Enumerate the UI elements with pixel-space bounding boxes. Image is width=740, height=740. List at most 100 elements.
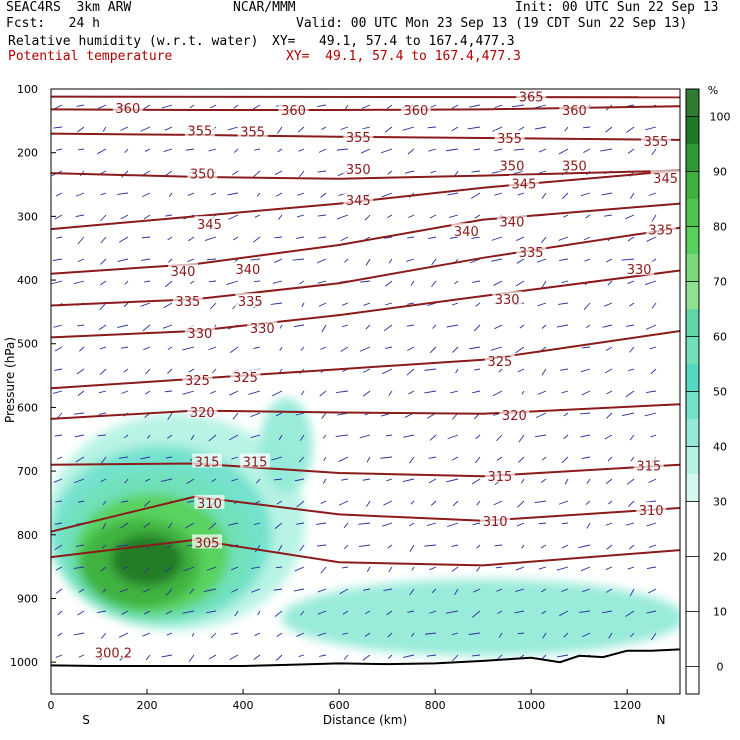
wind-arrow: [651, 302, 657, 309]
wind-arrow: [164, 280, 173, 288]
wind-arrow: [120, 214, 129, 220]
wind-arrow: [649, 346, 657, 350]
wind-arrow: [386, 610, 393, 616]
wind-arrow: [120, 346, 129, 349]
wind-arrow: [277, 148, 283, 153]
wind-arrow: [651, 148, 657, 156]
colorbar-swatch: [686, 89, 699, 117]
wind-arrow: [381, 192, 393, 198]
wind-arrow: [513, 170, 525, 175]
wind-arrow: [582, 588, 591, 593]
terrain: [51, 648, 680, 694]
wind-arrow: [296, 632, 305, 637]
wind-arrow: [447, 434, 459, 440]
theta-label-bg: [194, 494, 225, 509]
colorbar-swatch: [686, 309, 699, 337]
wind-arrow: [385, 280, 393, 287]
wind-arrow: [55, 654, 63, 658]
wind-arrow: [77, 500, 85, 503]
wind-arrow: [56, 412, 63, 419]
wind-arrow: [228, 522, 239, 526]
wind-arrow: [361, 126, 371, 130]
wind-arrow: [364, 632, 371, 637]
wind-arrow: [52, 258, 63, 261]
wind-arrow: [144, 280, 151, 283]
wind-arrow: [230, 346, 239, 353]
x-tick-label: 200: [137, 699, 158, 712]
wind-arrow: [364, 610, 371, 615]
y-tick-label: 900: [17, 592, 38, 605]
wind-arrow: [182, 610, 195, 614]
wind-arrow: [144, 566, 151, 574]
wind-arrow: [73, 412, 85, 415]
wind-arrow: [335, 434, 349, 437]
wind-arrow: [424, 390, 437, 394]
wind-arrow: [276, 632, 283, 637]
wind-arrow: [411, 566, 415, 571]
theta-label-bg: [247, 319, 278, 334]
rh-field: [51, 397, 680, 656]
wind-arrow: [168, 192, 173, 197]
wind-arrow: [556, 654, 569, 658]
wind-arrow: [278, 214, 283, 220]
theta-contour-label: 355: [497, 132, 522, 147]
field2-xy: XY= 49.1, 57.4 to 167.4,477.3: [286, 49, 521, 64]
wind-arrow: [164, 126, 173, 131]
theta-label-bg: [496, 157, 527, 172]
wind-arrow: [98, 412, 107, 415]
wind-arrow: [56, 456, 63, 460]
wind-arrow: [516, 258, 525, 264]
wind-arrow: [229, 390, 239, 396]
theta-label-bg: [451, 223, 482, 238]
theta-contour-label: 335: [238, 295, 263, 310]
north-label: N: [657, 713, 666, 727]
wind-arrow: [229, 654, 239, 660]
wind-arrow: [387, 654, 393, 659]
theta-label-bg: [650, 170, 681, 185]
theta-contour: [51, 132, 680, 141]
wind-arrow: [188, 368, 195, 373]
wind-arrow: [604, 434, 613, 440]
wind-arrow: [430, 170, 437, 174]
wind-arrow: [626, 126, 635, 133]
wind-arrow: [471, 654, 481, 657]
wind-arrow: [563, 434, 569, 440]
wind-arrow: [452, 346, 459, 353]
wind-arrow: [274, 522, 283, 529]
theta-contour-label: 315: [243, 456, 268, 471]
wind-arrow: [383, 588, 393, 591]
wind-arrow: [581, 390, 591, 396]
wind-arrow: [603, 302, 613, 307]
wind-arrow: [380, 456, 393, 459]
wind-arrow: [404, 170, 415, 174]
wind-arrow: [208, 280, 217, 283]
wind-arrow: [471, 478, 481, 485]
wind-arrow: [428, 236, 437, 240]
wind-arrow: [294, 478, 305, 482]
wind-arrow: [494, 324, 503, 330]
theta-contour-label: 360: [562, 104, 587, 119]
wind-arrow: [141, 236, 151, 239]
wind-arrow: [608, 632, 613, 639]
wind-arrow: [295, 412, 305, 416]
theta-contour-label: 350: [562, 159, 587, 174]
wind-arrow: [340, 346, 349, 352]
wind-arrow: [187, 192, 195, 196]
wind-arrow: [77, 390, 85, 396]
wind-arrow: [540, 478, 547, 483]
wind-arrow: [54, 434, 63, 437]
wind-arrow: [582, 126, 591, 129]
wind-arrow: [146, 434, 151, 439]
wind-arrow: [586, 522, 591, 529]
wind-arrow: [120, 500, 129, 503]
wind-arrow: [98, 104, 107, 109]
wind-arrow: [538, 566, 547, 570]
wind-arrow: [143, 610, 151, 615]
wind-arrow: [231, 588, 239, 593]
theta-contour: [51, 495, 680, 533]
wind-arrow: [317, 104, 327, 108]
wind-arrow: [54, 544, 63, 551]
wind-arrow: [564, 478, 569, 485]
wind-arrow: [167, 368, 173, 374]
wind-arrow: [580, 566, 591, 572]
